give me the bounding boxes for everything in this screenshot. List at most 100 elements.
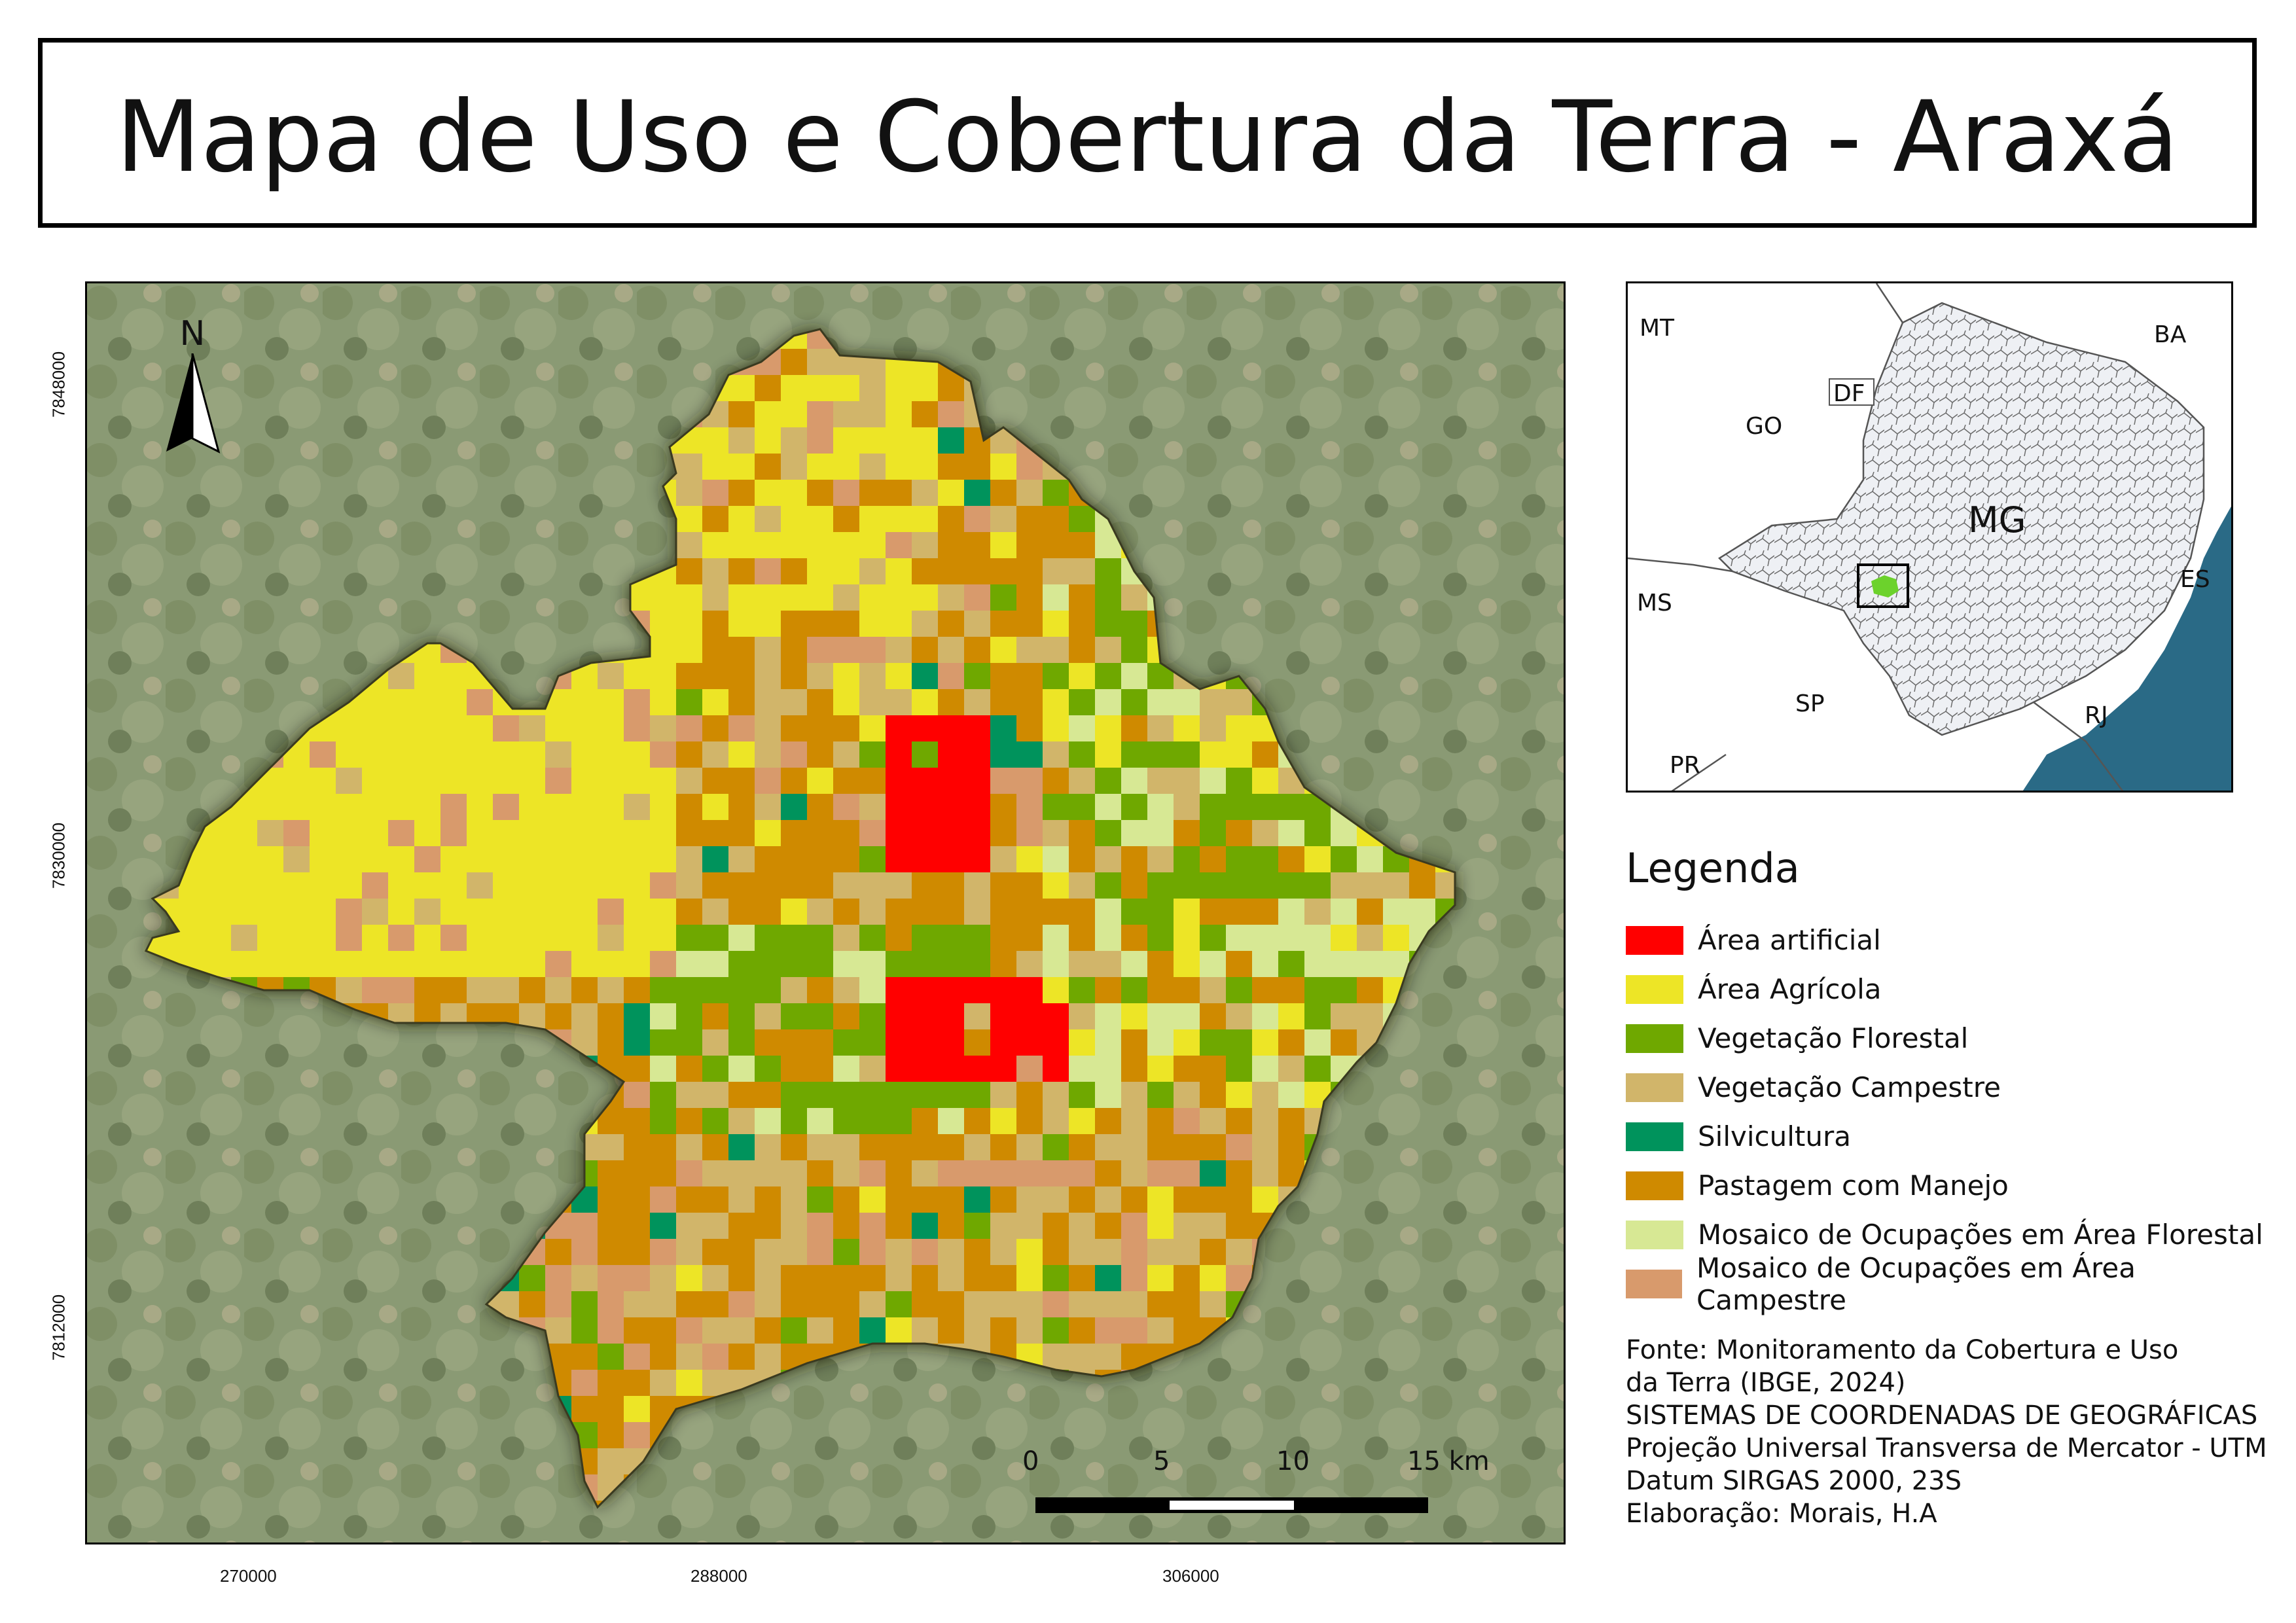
scale-label: 0 <box>1022 1446 1039 1476</box>
landcover-cell <box>781 1239 807 1265</box>
landcover-cell <box>493 820 519 846</box>
landcover-cell <box>833 1160 859 1186</box>
landcover-cell <box>938 375 964 401</box>
landcover-cell <box>702 1344 728 1370</box>
source-line: Datum SIRGAS 2000, 23S <box>1626 1466 1962 1496</box>
landcover-cell <box>1016 768 1043 794</box>
landcover-cell <box>886 768 912 794</box>
main-map[interactable] <box>85 281 1566 1544</box>
locator-map[interactable]: MT BA DF GO MG MS ES SP RJ PR <box>1626 281 2233 793</box>
landcover-cell <box>205 899 231 925</box>
landcover-cell <box>755 611 781 637</box>
landcover-cell <box>1069 846 1095 872</box>
landcover-cell <box>990 977 1016 1003</box>
landcover-cell <box>1043 1082 1069 1108</box>
landcover-cell <box>1043 741 1069 768</box>
landcover-cell <box>859 715 886 741</box>
landcover-cell <box>388 794 414 820</box>
landcover-cell <box>205 872 231 899</box>
landcover-cell <box>1095 1239 1121 1265</box>
legend-item: Área Agrícola <box>1626 965 2280 1014</box>
landcover-cell <box>1043 715 1069 741</box>
landcover-cell <box>1174 1134 1200 1160</box>
landcover-cell <box>414 741 440 768</box>
landcover-cell <box>1226 715 1252 741</box>
landcover-cell <box>231 846 257 872</box>
landcover-cell <box>336 820 362 846</box>
landcover-cell <box>1200 1291 1226 1317</box>
landcover-cell <box>859 977 886 1003</box>
landcover-cell <box>362 925 388 951</box>
landcover-cell <box>598 1370 624 1396</box>
landcover-cell <box>598 872 624 899</box>
landcover-cell <box>728 454 755 480</box>
landcover-cell <box>781 1291 807 1317</box>
landcover-cell <box>833 558 859 584</box>
landcover-cell <box>676 1317 702 1344</box>
landcover-cell <box>755 715 781 741</box>
landcover-cell <box>702 872 728 899</box>
landcover-cell <box>571 820 598 846</box>
landcover-cell <box>833 951 859 977</box>
landcover-cell <box>1069 1029 1095 1056</box>
landcover-cell <box>964 741 990 768</box>
landcover-cell <box>859 401 886 427</box>
landcover-cell <box>859 768 886 794</box>
source-line: Fonte: Monitoramento da Cobertura e Uso <box>1626 1335 2179 1365</box>
landcover-cell <box>1174 794 1200 820</box>
landcover-cell <box>362 794 388 820</box>
landcover-cell <box>571 925 598 951</box>
landcover-cell <box>833 794 859 820</box>
landcover-cell <box>676 794 702 820</box>
landcover-cell <box>1200 715 1226 741</box>
landcover-cell <box>1147 872 1174 899</box>
landcover-cell <box>807 741 833 768</box>
landcover-cell <box>519 741 545 768</box>
landcover-cell <box>283 768 310 794</box>
landcover-cell <box>938 1160 964 1186</box>
landcover-cell <box>781 401 807 427</box>
landcover-cell <box>755 558 781 584</box>
landcover-cell <box>755 1029 781 1056</box>
landcover-cell <box>938 820 964 846</box>
landcover-cell <box>571 1213 598 1239</box>
landcover-cell <box>1043 1056 1069 1082</box>
landcover-cell <box>886 480 912 506</box>
landcover-cell <box>336 925 362 951</box>
landcover-cell <box>781 454 807 480</box>
landcover-cell <box>1069 1186 1095 1213</box>
landcover-cell <box>493 794 519 820</box>
landcover-cell <box>728 1344 755 1370</box>
landcover-cell <box>938 1082 964 1108</box>
landcover-cell <box>1200 768 1226 794</box>
landcover-cell <box>1200 1003 1226 1029</box>
landcover-cell <box>310 820 336 846</box>
landcover-cell <box>833 375 859 401</box>
landcover-cell <box>624 715 650 741</box>
landcover-cell <box>310 768 336 794</box>
landcover-cell <box>624 794 650 820</box>
landcover-cell <box>990 846 1016 872</box>
landcover-cell <box>676 899 702 925</box>
landcover-cell <box>755 951 781 977</box>
landcover-cell <box>1069 1213 1095 1239</box>
landcover-cell <box>702 532 728 558</box>
landcover-cell <box>1200 899 1226 925</box>
landcover-cell <box>519 872 545 899</box>
source-line: Elaboração: Morais, H.A <box>1626 1499 1937 1529</box>
landcover-cell <box>1016 689 1043 715</box>
landcover-cell <box>886 741 912 768</box>
landcover-cell <box>886 1291 912 1317</box>
landcover-cell <box>1226 794 1252 820</box>
landcover-cell <box>545 1317 571 1344</box>
landcover-cell <box>598 741 624 768</box>
landcover-cell <box>545 820 571 846</box>
landcover-cell <box>519 925 545 951</box>
landcover-cell <box>964 637 990 663</box>
landcover-cell <box>1016 1056 1043 1082</box>
landcover-cell <box>938 715 964 741</box>
landcover-cell <box>807 1239 833 1265</box>
landcover-cell <box>1226 741 1252 768</box>
landcover-cell <box>1383 951 1409 977</box>
landcover-cell <box>886 1003 912 1029</box>
